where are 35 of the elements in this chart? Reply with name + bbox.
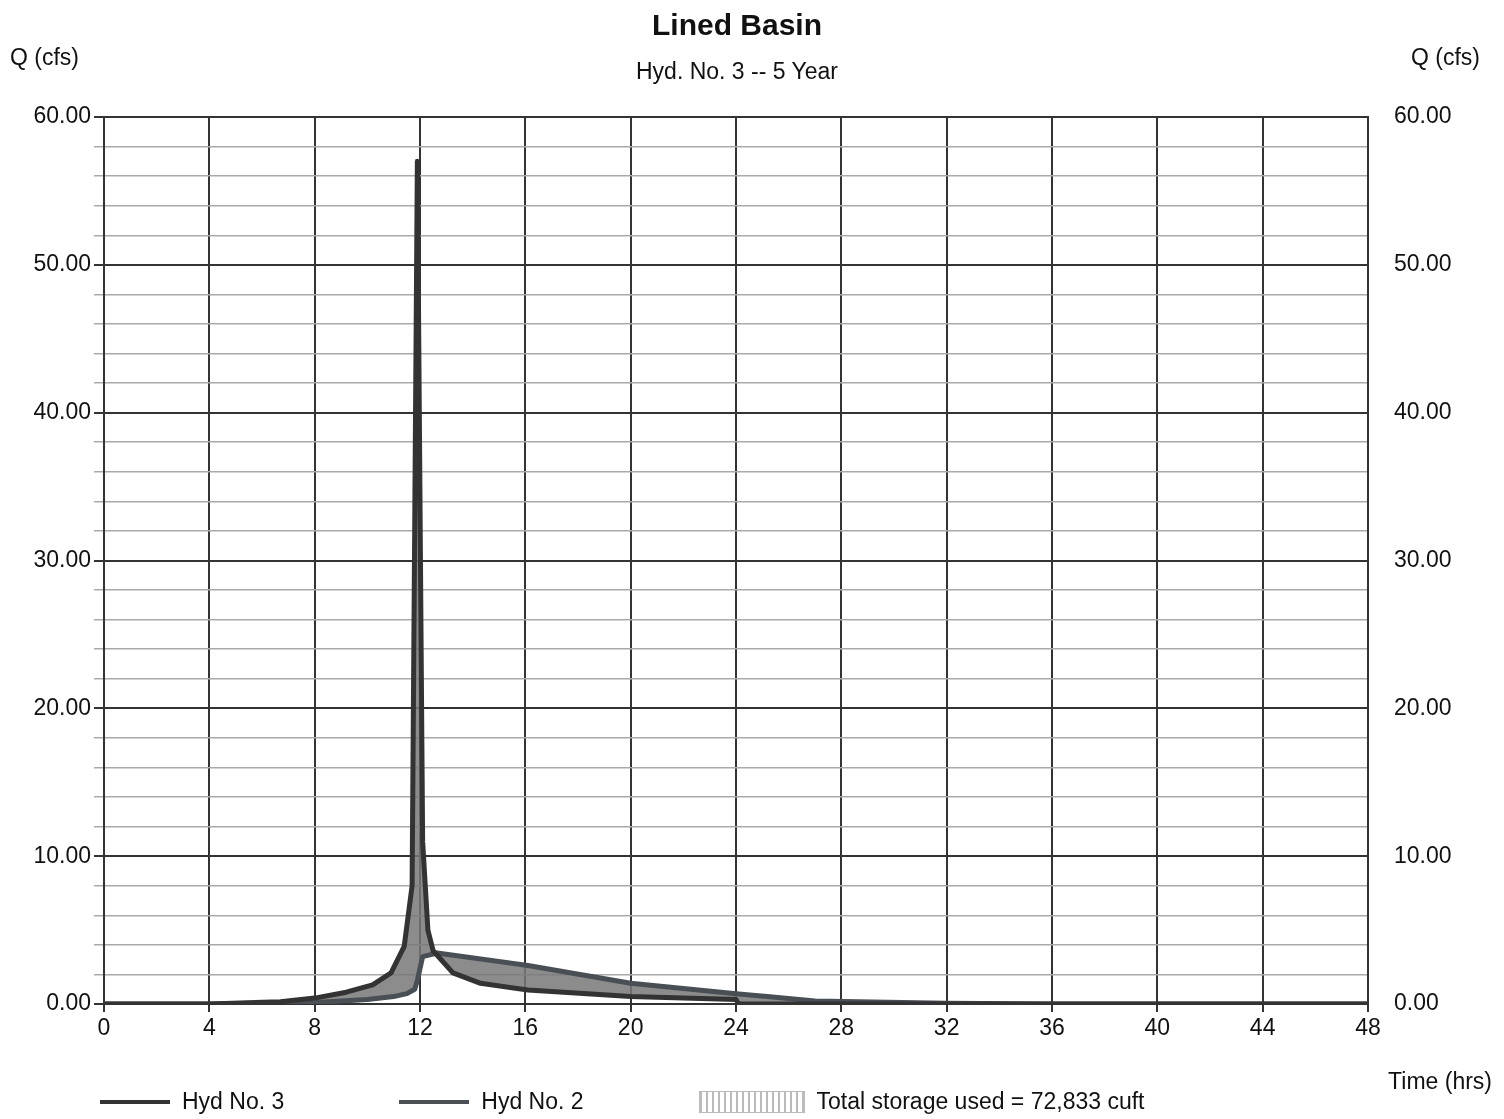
y2-tick-label: 40.00 [1394,398,1452,425]
x-tick-label: 40 [1144,1014,1171,1041]
text: Total storage used = 72,833 cuft [816,1088,1145,1115]
y2-tick-label: 20.00 [1394,693,1452,720]
y-tick-label: 60.00 [33,102,91,129]
y-tick-label: 50.00 [33,250,91,277]
y2-tick-label: 30.00 [1394,545,1452,572]
x-tick-label: 20 [617,1014,644,1041]
y2-tick-label: 10.00 [1394,841,1452,868]
x-tick-label: 8 [308,1014,322,1041]
legend-label: Hyd No. 2 [481,1088,584,1115]
x-tick-label: 48 [1355,1014,1381,1041]
y-tick-label: 10.00 [33,841,91,868]
legend-label: Hyd No. 3 [182,1088,285,1115]
y2-tick-label: 60.00 [1394,102,1452,129]
x-tick-label: 24 [723,1014,749,1041]
x-tick-label: 28 [828,1014,855,1041]
y-axis-title: Q (cfs) [10,44,79,71]
y2-axis-title: Q (cfs) [1411,44,1480,71]
x-tick-label: 36 [1039,1014,1065,1041]
y-tick-label: 20.00 [33,693,91,720]
x-tick-label: 4 [202,1014,216,1041]
y2-tick-label: 50.00 [1394,250,1452,277]
chart-subtitle: Hyd. No. 3 -- 5 Year [636,58,838,84]
y2-tick-label: 0.00 [1394,989,1439,1016]
x-tick-label: 16 [512,1014,539,1041]
y-tick-label: 0.00 [46,989,91,1016]
x-axis-title: Time (hrs) [1388,1068,1492,1095]
chart-title: Lined Basin [651,8,823,42]
y-tick-label: 40.00 [33,398,91,425]
y-tick-label: 30.00 [33,545,91,572]
x-tick-label: 0 [97,1014,111,1041]
x-tick-label: 32 [933,1014,960,1041]
x-tick-label: 12 [407,1014,433,1041]
x-tick-label: 44 [1249,1014,1276,1041]
